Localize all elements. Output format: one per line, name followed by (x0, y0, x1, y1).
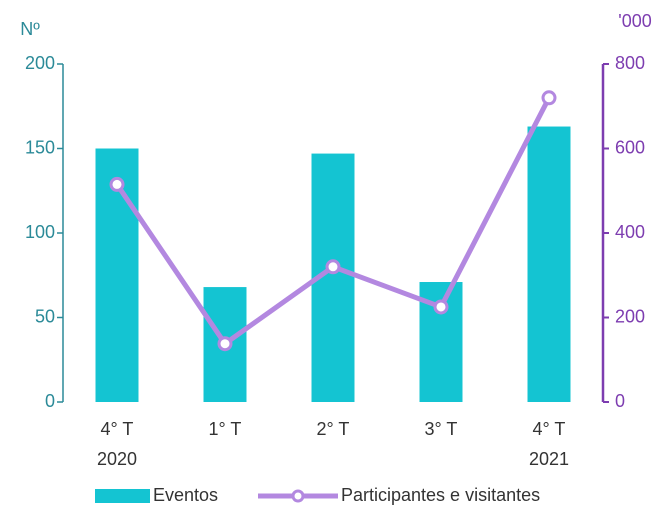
y-tick-label: 50 (35, 306, 55, 326)
legend-swatch (95, 489, 150, 503)
legend-label: Eventos (153, 485, 218, 505)
legend-label: Participantes e visitantes (341, 485, 540, 505)
y2-tick-label: 400 (615, 222, 645, 242)
x-tick-label: 4° T (533, 419, 566, 439)
legend-marker (291, 489, 305, 503)
y-tick-label: 150 (25, 137, 55, 157)
bar (527, 126, 571, 402)
line-marker (109, 176, 125, 192)
x-tick-year: 2020 (97, 449, 137, 469)
line-marker (217, 336, 233, 352)
x-tick-label: 2° T (317, 419, 350, 439)
y2-axis-label: '000 (618, 11, 651, 31)
x-tick-label: 4° T (101, 419, 134, 439)
line-marker (541, 90, 557, 106)
line-marker (433, 299, 449, 315)
y-axis-label: Nº (20, 19, 40, 39)
y2-tick-label: 0 (615, 391, 625, 411)
y2-tick-label: 600 (615, 137, 645, 157)
y2-tick-label: 200 (615, 306, 645, 326)
x-tick-year: 2021 (529, 449, 569, 469)
x-tick-label: 3° T (425, 419, 458, 439)
y-tick-label: 200 (25, 53, 55, 73)
line-marker (325, 259, 341, 275)
y-tick-label: 100 (25, 222, 55, 242)
y2-tick-label: 800 (615, 53, 645, 73)
y-tick-label: 0 (45, 391, 55, 411)
x-tick-label: 1° T (209, 419, 242, 439)
